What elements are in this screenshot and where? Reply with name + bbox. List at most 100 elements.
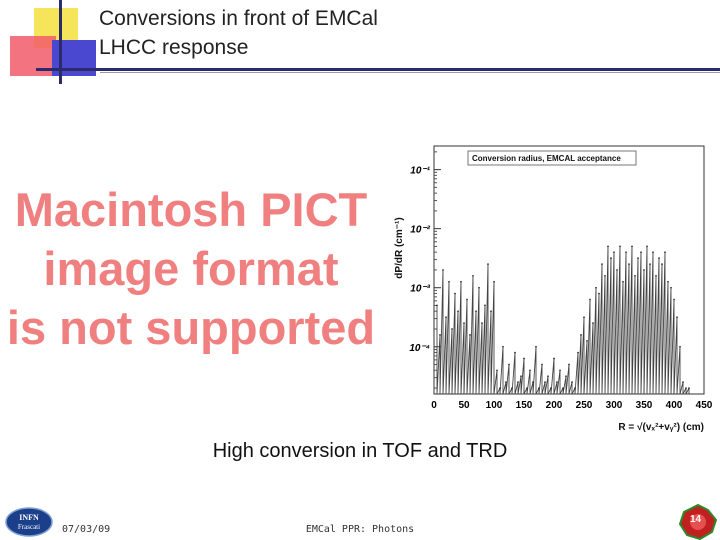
data-point <box>619 245 621 248</box>
data-point <box>574 387 576 389</box>
data-point <box>475 310 477 313</box>
data-point <box>583 316 585 319</box>
data-point <box>556 381 558 384</box>
data-point <box>601 263 603 265</box>
chart-title-box <box>467 150 637 166</box>
data-point <box>667 280 669 283</box>
slide-caption: High conversion in TOF and TRD <box>212 440 508 462</box>
page-number: 14 <box>690 514 702 525</box>
data-point <box>664 251 666 254</box>
x-tick-label: 250 <box>576 400 593 411</box>
data-point <box>592 322 594 325</box>
data-point <box>481 322 483 325</box>
page-number-badge <box>678 504 718 540</box>
data-point <box>628 263 630 265</box>
data-point <box>553 357 555 360</box>
data-point <box>514 351 516 354</box>
data-point <box>631 245 633 248</box>
data-point <box>517 381 519 384</box>
data-point <box>448 280 450 283</box>
title-underline-thin <box>100 72 720 73</box>
data-point <box>565 375 567 378</box>
data-point <box>604 275 606 277</box>
data-point <box>589 298 591 301</box>
data-point <box>550 387 552 389</box>
data-point <box>472 275 474 277</box>
data-point <box>463 322 465 325</box>
data-point <box>508 363 510 366</box>
y-tick-label: 10⁻¹ <box>410 166 430 177</box>
unsupported-image-placeholder: Macintosh PICT image format is not suppo… <box>0 180 382 357</box>
data-point <box>607 245 609 248</box>
y-tick-label: 10⁻³ <box>410 284 430 295</box>
data-point <box>676 316 678 319</box>
data-point <box>454 292 456 295</box>
x-tick-label: 100 <box>486 400 503 411</box>
x-tick-label: 50 <box>458 400 470 411</box>
data-point <box>502 345 504 348</box>
data-point <box>655 275 657 277</box>
data-point <box>640 251 642 254</box>
data-point <box>559 369 561 372</box>
data-point <box>445 316 447 319</box>
conversion-radius-chart: Conversion radius, EMCAL acceptance dP/d… <box>394 145 713 433</box>
data-point <box>598 292 600 295</box>
data-point <box>547 375 549 378</box>
data-point <box>439 334 441 336</box>
data-point <box>478 286 480 289</box>
data-point <box>571 381 573 384</box>
infn-frascati-logo: INFN Frascati <box>5 507 53 537</box>
placeholder-line-3: is not supported <box>6 301 376 354</box>
data-point <box>586 339 588 342</box>
data-point <box>451 328 453 330</box>
data-point <box>520 375 522 378</box>
data-point <box>673 298 675 301</box>
data-point <box>493 280 495 283</box>
data-point <box>496 369 498 372</box>
data-point <box>646 245 648 248</box>
title-underline <box>36 68 720 71</box>
data-point <box>616 269 618 271</box>
data-point <box>457 310 459 313</box>
data-point <box>538 387 540 389</box>
title-line-2: LHCC response <box>99 36 249 59</box>
data-point <box>688 387 690 389</box>
data-point <box>466 298 468 301</box>
svg-text:Frascati: Frascati <box>18 523 40 531</box>
chart-title: Conversion radius, EMCAL acceptance <box>472 154 621 163</box>
data-point <box>529 369 531 372</box>
data-point <box>622 280 624 283</box>
data-point <box>637 257 639 260</box>
x-tick-label: 400 <box>666 400 683 411</box>
data-point <box>661 263 663 265</box>
data-point <box>523 357 525 360</box>
data-point <box>580 334 582 336</box>
data-point <box>649 263 651 265</box>
data-point <box>610 257 612 260</box>
data-point <box>535 345 537 348</box>
data-point <box>625 251 627 254</box>
x-tick-label: 450 <box>696 400 713 411</box>
data-point <box>544 381 546 384</box>
footer-date: 07/03/09 <box>62 524 111 535</box>
title-line-1: Conversions in front of EMCal <box>99 7 378 30</box>
deco-vertical-line <box>59 0 62 84</box>
y-axis-label: dP/dR (cm⁻¹) <box>394 217 405 278</box>
data-point <box>562 387 564 389</box>
decorative-corner-logo <box>0 0 100 90</box>
data-point <box>436 304 438 307</box>
data-point <box>487 263 489 265</box>
data-point <box>658 257 660 260</box>
placeholder-line-2: image format <box>43 242 339 295</box>
x-tick-label: 300 <box>606 400 623 411</box>
x-tick-label: 150 <box>516 400 533 411</box>
data-point <box>505 381 507 384</box>
data-point <box>670 286 672 289</box>
data-point <box>469 334 471 336</box>
data-point <box>460 280 462 283</box>
svg-text:INFN: INFN <box>19 513 39 522</box>
slide-title: Conversions in front of EMCal LHCC respo… <box>99 4 378 62</box>
data-point <box>652 251 654 254</box>
data-point <box>532 381 534 384</box>
data-point <box>682 381 684 384</box>
